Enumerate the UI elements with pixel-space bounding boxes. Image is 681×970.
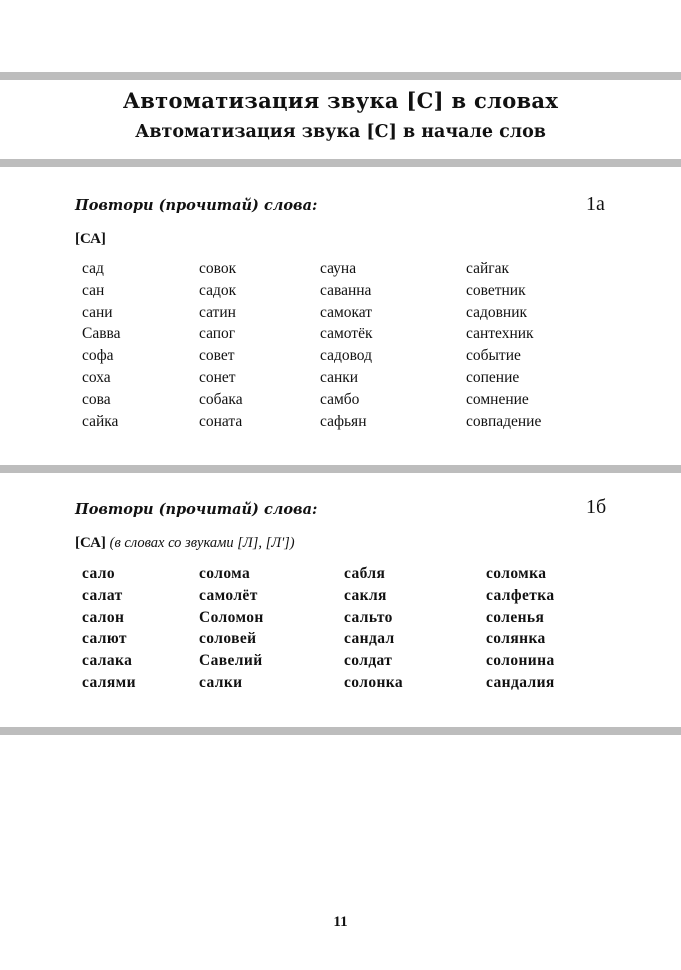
word: сауна xyxy=(320,260,357,277)
word: соловей xyxy=(199,630,257,648)
word: Савелий xyxy=(199,652,263,670)
word: сани xyxy=(82,303,113,321)
word: самокат xyxy=(320,303,373,321)
exercise-number: 1б xyxy=(586,496,607,518)
word: соленья xyxy=(486,608,545,626)
word: салфетка xyxy=(486,586,555,604)
word: соломка xyxy=(486,565,547,582)
word: салон xyxy=(82,608,125,626)
word: санки xyxy=(320,368,359,386)
word: солома xyxy=(199,565,251,582)
exercise-number: 1а xyxy=(586,193,605,215)
word: сонет xyxy=(199,368,236,386)
word: саванна xyxy=(320,281,372,299)
word-column: сад сан сани Савва софа соха сова сайка xyxy=(82,258,121,432)
word: салки xyxy=(199,673,243,691)
word-column: совок садок сатин сапог совет сонет собака сона… xyxy=(199,258,243,432)
word: совет xyxy=(199,347,235,365)
word: сало xyxy=(82,565,116,582)
word-column: сауна саванна самокат самотёк садовод санки са… xyxy=(320,258,373,432)
word-column: солома самолёт Соломон соловей Савелий салки xyxy=(199,563,264,694)
word: сандалия xyxy=(486,673,555,691)
word: сафьян xyxy=(320,412,367,430)
word-column: сайгак советник садовник сантехник событие со… xyxy=(466,258,541,432)
word: Савва xyxy=(82,325,121,343)
word: сакля xyxy=(344,586,387,604)
word: сомнение xyxy=(466,390,529,408)
word: сатин xyxy=(199,303,236,321)
word: самбо xyxy=(320,390,360,408)
word: софа xyxy=(82,347,114,365)
word: соната xyxy=(199,412,243,430)
word: салями xyxy=(82,673,136,691)
syllable-label: [СА] (в словах со звуками [Л], [Л']) xyxy=(75,535,295,552)
divider-bar xyxy=(0,727,681,735)
word: салют xyxy=(82,630,127,648)
word: Соломон xyxy=(199,608,264,626)
word: садовник xyxy=(466,303,528,321)
word: солонина xyxy=(486,652,555,670)
divider-bar xyxy=(0,465,681,473)
divider-bar xyxy=(0,72,681,80)
word: сан xyxy=(82,281,105,299)
word: садовод xyxy=(320,347,372,365)
word: сова xyxy=(82,390,111,408)
instruction: Повтори (прочитай) слова: xyxy=(75,501,318,518)
word-column: сало салат салон салют салака салями xyxy=(82,563,136,694)
syllable: [СА] xyxy=(75,535,106,551)
word: сабля xyxy=(344,565,386,582)
word: самолёт xyxy=(199,586,258,604)
word-column: сабля сакля сальто сандал солдат солонка xyxy=(344,563,403,694)
word: сандал xyxy=(344,630,395,648)
word: совок xyxy=(199,260,237,277)
word: событие xyxy=(466,347,521,365)
word-column: соломка салфетка соленья солянка солонина сан… xyxy=(486,563,555,694)
word: садок xyxy=(199,281,237,299)
word: солонка xyxy=(344,673,404,691)
word: сапог xyxy=(199,325,236,343)
word: сальто xyxy=(344,608,393,626)
word: сопение xyxy=(466,368,520,386)
page-subtitle: Автоматизация звука [С] в начале слов xyxy=(135,122,546,142)
word: сантехник xyxy=(466,325,534,343)
syllable-label: [СА] xyxy=(75,231,106,248)
word: сайка xyxy=(82,412,119,430)
word: солянка xyxy=(486,630,546,648)
word: советник xyxy=(466,281,526,299)
word: соха xyxy=(82,368,111,386)
divider-bar xyxy=(0,159,681,167)
word: совпадение xyxy=(466,412,542,430)
instruction: Повтори (прочитай) слова: xyxy=(75,197,318,214)
word: сад xyxy=(82,260,104,277)
syllable: [СА] xyxy=(75,231,106,247)
word: салат xyxy=(82,586,123,604)
word: самотёк xyxy=(320,325,373,343)
page-number: 11 xyxy=(333,914,348,930)
word: собака xyxy=(199,390,243,408)
word: салака xyxy=(82,652,133,670)
word: сайгак xyxy=(466,260,510,277)
syllable-note: (в словах со звуками [Л], [Л']) xyxy=(109,535,295,551)
word: солдат xyxy=(344,652,393,670)
page-title: Автоматизация звука [С] в словах xyxy=(122,88,559,113)
